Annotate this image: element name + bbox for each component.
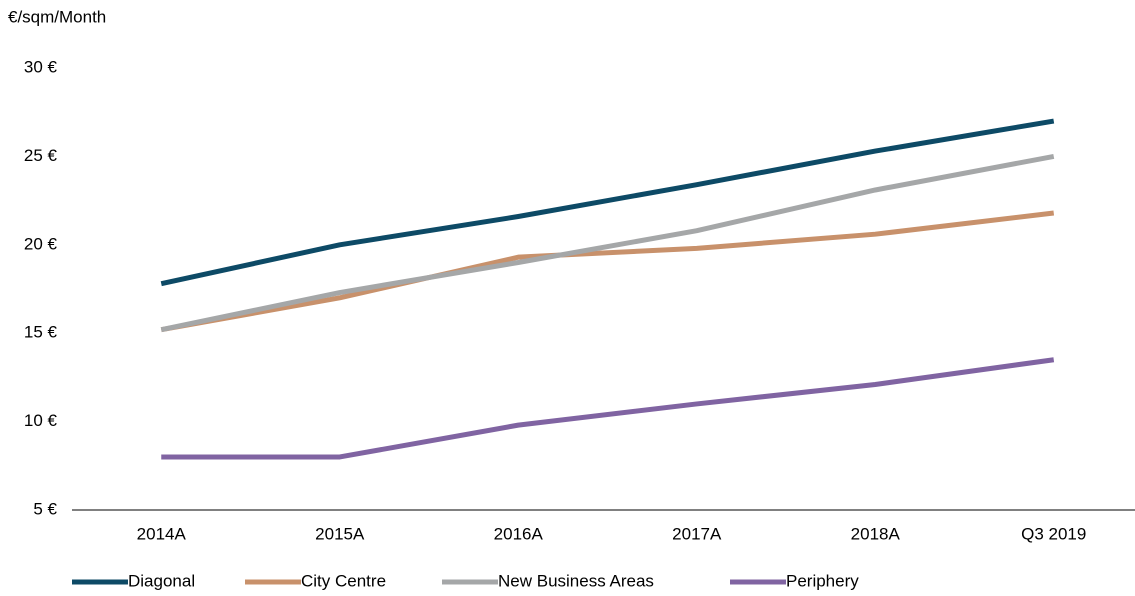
x-tick-label: 2018A (851, 524, 901, 543)
y-tick-label: 25 € (24, 146, 58, 165)
x-tick-label: 2015A (315, 524, 365, 543)
x-tick-label: 2017A (672, 524, 722, 543)
y-axis-label: €/sqm/Month (8, 7, 106, 26)
x-tick-label: 2016A (494, 524, 544, 543)
series-line (160, 210, 1055, 333)
y-tick-label: 20 € (24, 234, 58, 253)
y-tick-label: 15 € (24, 323, 58, 342)
x-tick-label: 2014A (137, 524, 187, 543)
y-tick-label: 10 € (24, 411, 58, 430)
series-line (160, 118, 1055, 287)
legend-label: Periphery (786, 571, 859, 590)
y-tick-label: 30 € (24, 57, 58, 76)
legend-label: New Business Areas (498, 571, 654, 590)
y-tick-label: 5 € (33, 499, 57, 518)
series-line (161, 357, 1055, 460)
legend-label: City Centre (301, 571, 386, 590)
x-tick-label: Q3 2019 (1021, 524, 1086, 543)
legend-label: Diagonal (128, 571, 195, 590)
series-line (160, 153, 1055, 333)
